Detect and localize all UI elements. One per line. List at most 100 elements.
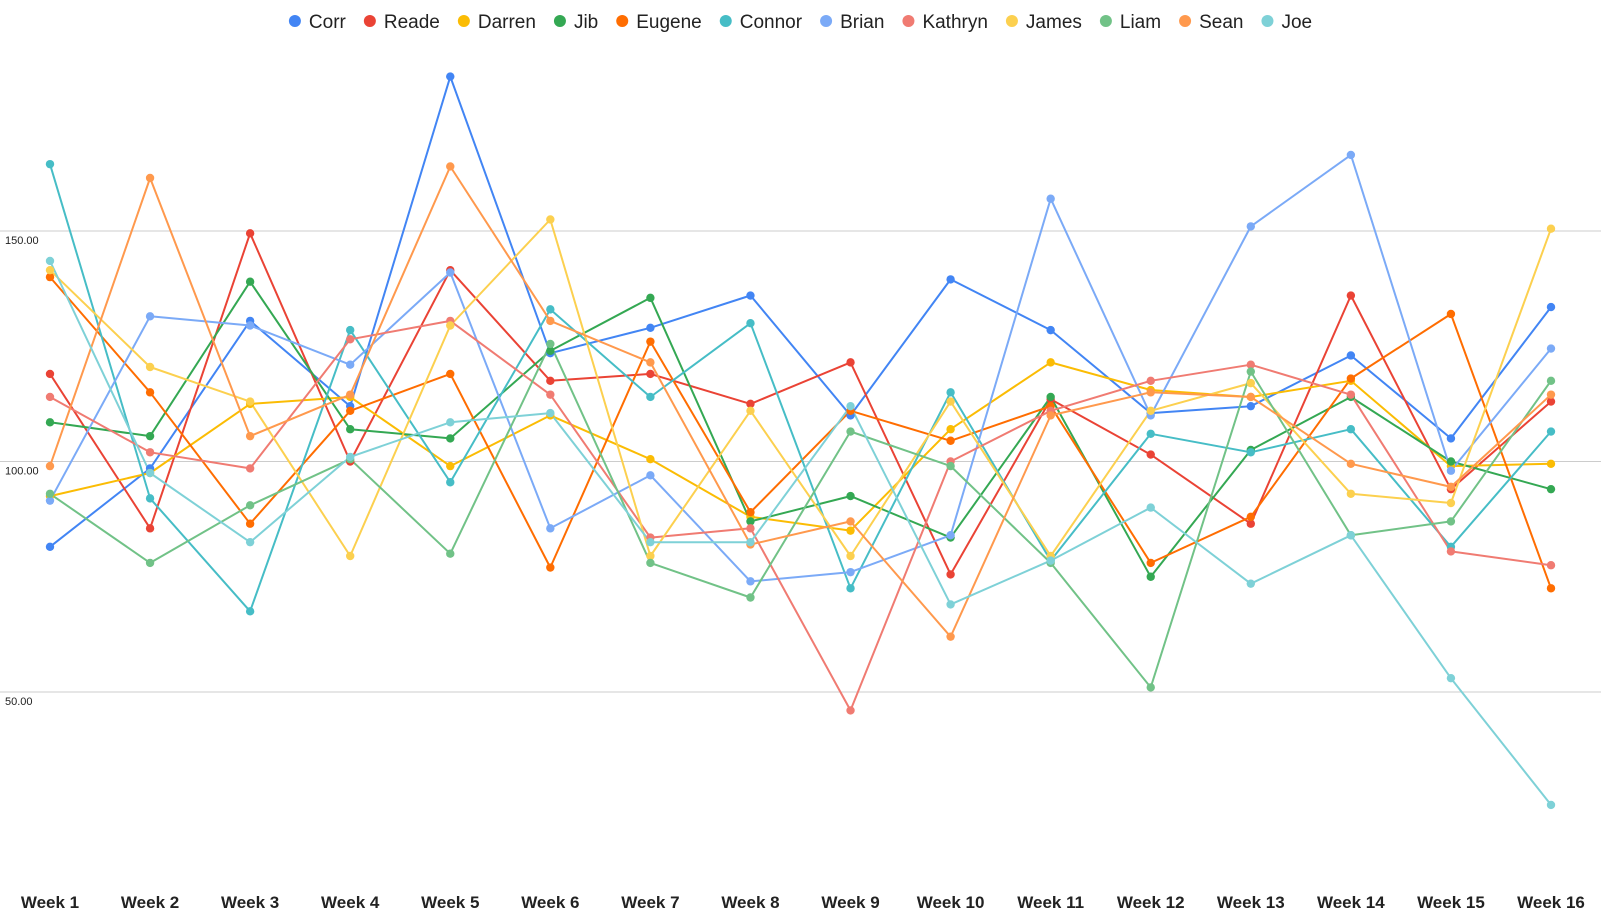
data-point-corr xyxy=(45,542,55,551)
data-point-darren xyxy=(1046,358,1055,367)
data-point-joe xyxy=(1246,579,1256,588)
legend-items: Corr Reade Darren Jib Eugene Connor Brian Kathr… xyxy=(288,12,1312,33)
data-point-reade xyxy=(1346,291,1356,300)
data-point-kathryn xyxy=(145,448,155,457)
data-point-sean xyxy=(1246,392,1256,402)
legend-marker xyxy=(902,15,915,27)
data-point-liam xyxy=(1246,367,1256,376)
data-point-reade xyxy=(1246,519,1256,528)
series-line-james xyxy=(49,218,1552,557)
legend-item-jib: Jib xyxy=(553,12,598,33)
data-point-joe xyxy=(45,256,55,266)
legend-item-connor: Connor xyxy=(719,12,803,33)
y-axis-ticks: 50.00 100.00 150.00 xyxy=(5,235,39,708)
data-point-jib xyxy=(245,277,255,286)
data-point-joe xyxy=(346,452,355,462)
series-line-reade xyxy=(49,232,1552,576)
data-point-eugene xyxy=(1146,558,1155,568)
data-point-liam xyxy=(1446,517,1456,526)
legend-item-eugene: Eugene xyxy=(616,12,702,33)
legend-label: Reade xyxy=(384,12,440,33)
data-point-joe xyxy=(1346,531,1356,540)
data-point-connor xyxy=(646,392,655,402)
data-point-corr xyxy=(1446,434,1456,443)
data-point-brian xyxy=(346,360,355,369)
legend-label: Jib xyxy=(574,12,598,33)
data-point-sean xyxy=(446,162,455,171)
data-point-liam xyxy=(45,489,55,498)
data-point-james xyxy=(1246,378,1256,388)
data-point-reade xyxy=(1546,397,1556,406)
data-point-corr xyxy=(1046,325,1055,335)
legend: Corr Reade Darren Jib Eugene Connor Brian Kathr… xyxy=(288,12,1312,33)
data-point-liam xyxy=(1146,683,1155,692)
x-tick-label: Week 10 xyxy=(917,893,985,912)
data-point-connor xyxy=(1246,448,1256,457)
data-point-kathryn xyxy=(1246,360,1256,369)
legend-marker xyxy=(820,15,833,27)
data-point-connor xyxy=(746,319,755,328)
data-point-brian xyxy=(1046,194,1055,203)
data-point-connor xyxy=(245,607,255,616)
series-line-sean xyxy=(49,165,1552,638)
data-point-eugene xyxy=(1346,374,1356,383)
data-point-sean xyxy=(1146,388,1155,397)
data-point-james xyxy=(1146,406,1155,415)
data-point-connor xyxy=(546,305,555,314)
data-point-kathryn xyxy=(746,524,755,533)
legend-item-brian: Brian xyxy=(820,12,884,33)
data-point-james xyxy=(646,551,655,561)
data-point-eugene xyxy=(45,272,55,282)
data-point-jib xyxy=(1446,457,1456,466)
legend-marker xyxy=(719,15,732,27)
data-point-joe xyxy=(446,418,455,427)
series-line-corr xyxy=(49,75,1552,548)
data-point-joe xyxy=(1546,800,1556,810)
series-line-jib xyxy=(49,280,1552,578)
data-point-joe xyxy=(746,537,755,547)
data-point-corr xyxy=(646,323,655,333)
data-point-liam xyxy=(145,558,155,568)
data-point-eugene xyxy=(245,519,255,528)
x-tick-label: Week 11 xyxy=(1017,893,1084,912)
data-point-kathryn xyxy=(346,335,355,344)
data-point-jib xyxy=(145,431,155,441)
data-point-reade xyxy=(946,570,955,579)
y-tick-label: 150.00 xyxy=(5,235,39,247)
data-point-reade xyxy=(846,358,855,367)
legend-item-joe: Joe xyxy=(1261,12,1312,33)
data-point-corr xyxy=(1246,401,1256,411)
data-point-brian xyxy=(1446,466,1456,475)
x-tick-label: Week 8 xyxy=(721,893,779,912)
data-point-connor xyxy=(1546,427,1556,436)
data-point-connor xyxy=(1346,425,1356,434)
data-point-kathryn xyxy=(1446,547,1456,556)
data-point-eugene xyxy=(646,337,655,346)
data-point-james xyxy=(546,215,555,224)
data-point-liam xyxy=(245,501,255,510)
series-line-joe xyxy=(49,260,1552,806)
x-tick-label: Week 13 xyxy=(1217,893,1285,912)
legend-marker xyxy=(363,15,376,27)
y-tick-label: 100.00 xyxy=(5,466,39,478)
data-point-corr xyxy=(1346,351,1356,360)
data-point-joe xyxy=(846,401,855,411)
x-tick-label: Week 16 xyxy=(1517,893,1585,912)
data-point-joe xyxy=(1446,673,1456,683)
legend-item-james: James xyxy=(1005,12,1082,33)
data-point-connor xyxy=(45,159,55,169)
series-line-brian xyxy=(49,153,1552,583)
legend-label: Corr xyxy=(309,12,347,33)
data-point-joe xyxy=(946,600,955,609)
data-point-jib xyxy=(546,346,555,356)
data-point-brian xyxy=(646,471,655,480)
legend-item-kathryn: Kathryn xyxy=(902,12,988,33)
legend-marker xyxy=(1179,15,1192,27)
data-point-jib xyxy=(646,293,655,303)
data-point-connor xyxy=(1146,429,1155,439)
data-point-corr xyxy=(1546,302,1556,312)
data-point-reade xyxy=(546,376,555,386)
data-point-jib xyxy=(1046,392,1055,402)
data-point-brian xyxy=(846,567,855,577)
